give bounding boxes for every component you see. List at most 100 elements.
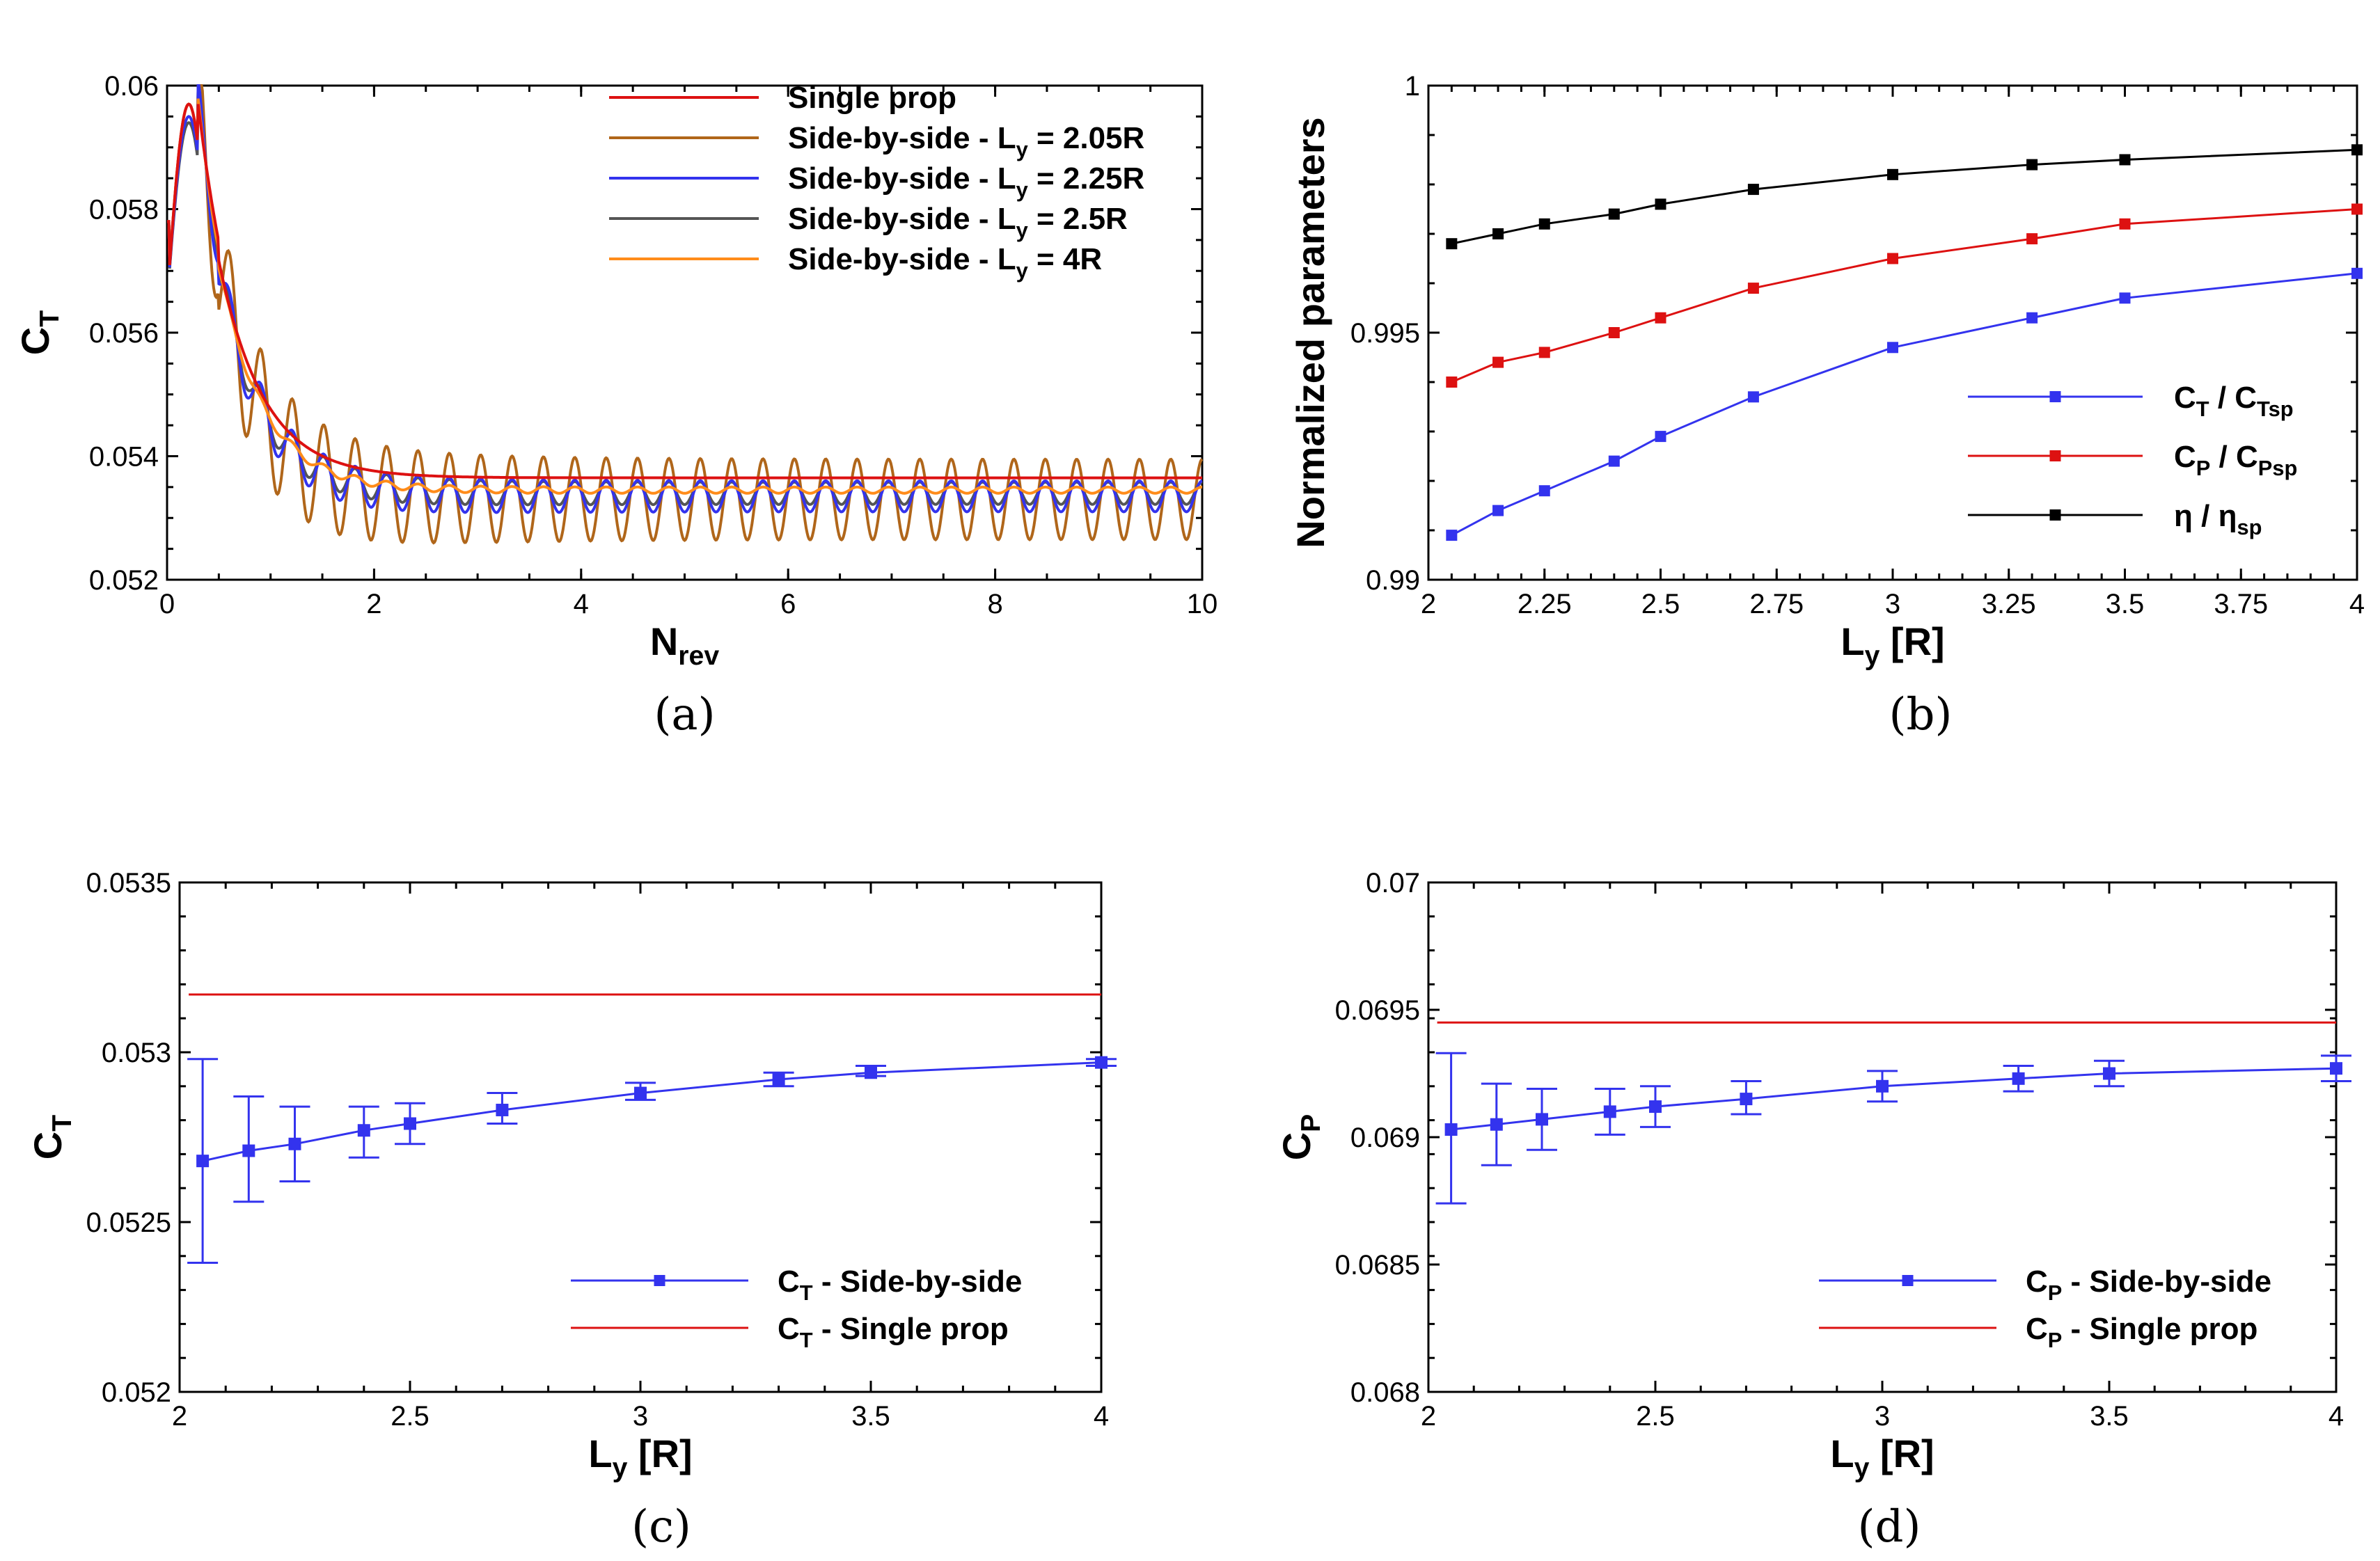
x-tick-label: 3 bbox=[633, 1401, 648, 1432]
data-point bbox=[1608, 327, 1620, 338]
data-point bbox=[1492, 505, 1504, 516]
data-point bbox=[1655, 312, 1666, 324]
x-tick-label: 3 bbox=[1875, 1401, 1890, 1432]
data-point bbox=[2026, 233, 2038, 245]
y-tick-label: 0.052 bbox=[102, 1377, 171, 1408]
x-tick-label: 4 bbox=[2349, 589, 2365, 619]
series-line-2 bbox=[167, 84, 1203, 514]
data-point bbox=[242, 1144, 255, 1157]
panel-caption: (d) bbox=[1858, 1501, 1921, 1553]
y-axis-label: CT bbox=[13, 310, 65, 355]
panel-caption: (a) bbox=[654, 689, 715, 740]
series-line-1 bbox=[1451, 208, 2358, 383]
x-tick-label: 2.5 bbox=[1636, 1401, 1675, 1432]
data-point bbox=[865, 1066, 877, 1079]
data-point bbox=[1538, 347, 1550, 358]
series-line-0 bbox=[1451, 272, 2358, 537]
data-point bbox=[1538, 218, 1550, 230]
y-tick-label: 0.0535 bbox=[86, 868, 171, 898]
data-point bbox=[1538, 485, 1550, 497]
data-point bbox=[1747, 184, 1759, 196]
y-tick-label: 0.069 bbox=[1350, 1123, 1420, 1153]
data-point bbox=[1887, 168, 1898, 180]
x-tick-label: 2.5 bbox=[391, 1401, 429, 1432]
legend-label: Single prop bbox=[788, 81, 956, 115]
side-by-side-line bbox=[202, 1061, 1102, 1162]
series-line-1 bbox=[167, 84, 1204, 545]
x-tick-label: 2.5 bbox=[1641, 589, 1680, 619]
x-tick-label: 2 bbox=[172, 1401, 187, 1432]
x-tick-label: 3 bbox=[1885, 589, 1900, 619]
panel-d: 2 2.5 3 3.5 4 0.068 0.0685 0.069 0.0695 0.07 Ly [R… bbox=[1275, 868, 2351, 1553]
data-point bbox=[1649, 1100, 1662, 1114]
y-tick-label: 0.053 bbox=[102, 1038, 171, 1068]
data-point bbox=[2012, 1072, 2025, 1085]
data-point bbox=[1747, 283, 1759, 294]
data-point bbox=[1887, 342, 1898, 354]
data-point bbox=[772, 1073, 785, 1086]
series-line-4 bbox=[167, 98, 1202, 495]
legend-marker bbox=[654, 1275, 665, 1286]
data-point bbox=[496, 1103, 509, 1116]
data-point bbox=[2351, 203, 2363, 215]
x-axis-label: Ly [R] bbox=[588, 1432, 692, 1483]
data-point bbox=[1655, 198, 1666, 210]
legend-label: Side-by-side - Ly = 4R bbox=[788, 242, 1102, 283]
data-point bbox=[2026, 159, 2038, 171]
x-tick-label: 3.5 bbox=[2106, 589, 2145, 619]
x-tick-label: 3.5 bbox=[851, 1401, 890, 1432]
legend-label: Side-by-side - Ly = 2.5R bbox=[788, 202, 1128, 242]
data-point bbox=[2119, 292, 2131, 304]
data-point bbox=[404, 1117, 416, 1130]
legend-marker bbox=[1902, 1275, 1914, 1286]
legend-label: CP / CPsp bbox=[2174, 440, 2297, 480]
side-by-side-line bbox=[1451, 1067, 2337, 1131]
series-line-0 bbox=[167, 102, 1202, 480]
data-point bbox=[288, 1137, 301, 1150]
series-line-3 bbox=[167, 85, 1203, 507]
x-tick-label: 10 bbox=[1187, 589, 1218, 619]
data-point bbox=[1608, 208, 1620, 220]
y-tick-label: 0.068 bbox=[1350, 1377, 1420, 1408]
data-point bbox=[1608, 455, 1620, 467]
data-point bbox=[1446, 377, 1458, 388]
x-tick-label: 8 bbox=[987, 589, 1002, 619]
x-tick-label: 2 bbox=[366, 589, 381, 619]
y-tick-label: 0.058 bbox=[89, 195, 159, 225]
data-point bbox=[1490, 1118, 1503, 1131]
legend-label: CT / CTsp bbox=[2174, 381, 2294, 421]
data-point bbox=[2351, 144, 2363, 156]
y-tick-label: 1 bbox=[1405, 71, 1420, 102]
panel-a: 0 2 4 6 8 10 0.052 0.054 0.056 0.058 0.06 Nrev (a) CT… bbox=[13, 71, 1217, 740]
legend-marker bbox=[2049, 509, 2061, 521]
x-tick-label: 2.75 bbox=[1749, 589, 1804, 619]
data-point bbox=[1655, 431, 1666, 443]
panel-c: 2 2.5 3 3.5 4 0.052 0.0525 0.053 0.0535 Ly [R] (c)… bbox=[26, 868, 1117, 1553]
data-point bbox=[1876, 1079, 1889, 1093]
series-line-2 bbox=[1451, 148, 2358, 245]
y-tick-label: 0.0695 bbox=[1335, 995, 1420, 1026]
data-point bbox=[2330, 1062, 2342, 1075]
data-point bbox=[196, 1155, 210, 1168]
x-axis-label: Ly [R] bbox=[1830, 1432, 1934, 1483]
legend-label: Side-by-side - Ly = 2.25R bbox=[788, 161, 1144, 202]
panel-caption: (b) bbox=[1889, 689, 1953, 740]
legend-label: CT - Side-by-side bbox=[778, 1265, 1022, 1305]
data-point bbox=[1492, 356, 1504, 368]
y-tick-label: 0.056 bbox=[89, 318, 159, 349]
x-axis-label: Nrev bbox=[650, 619, 719, 671]
x-axis-label: Ly [R] bbox=[1841, 619, 1944, 671]
data-point bbox=[1444, 1123, 1458, 1136]
data-point bbox=[2103, 1067, 2115, 1080]
data-point bbox=[634, 1086, 647, 1100]
legend-label: CP - Side-by-side bbox=[2026, 1265, 2271, 1305]
y-axis-label: Normalized parameters bbox=[1288, 117, 1332, 548]
x-tick-label: 2 bbox=[1421, 589, 1436, 619]
x-tick-label: 4 bbox=[574, 589, 589, 619]
panel-caption: (c) bbox=[631, 1501, 691, 1553]
data-point bbox=[1446, 238, 1458, 250]
y-tick-label: 0.0685 bbox=[1335, 1250, 1420, 1281]
legend-label: CP - Single prop bbox=[2026, 1312, 2257, 1352]
data-point bbox=[1603, 1105, 1616, 1118]
